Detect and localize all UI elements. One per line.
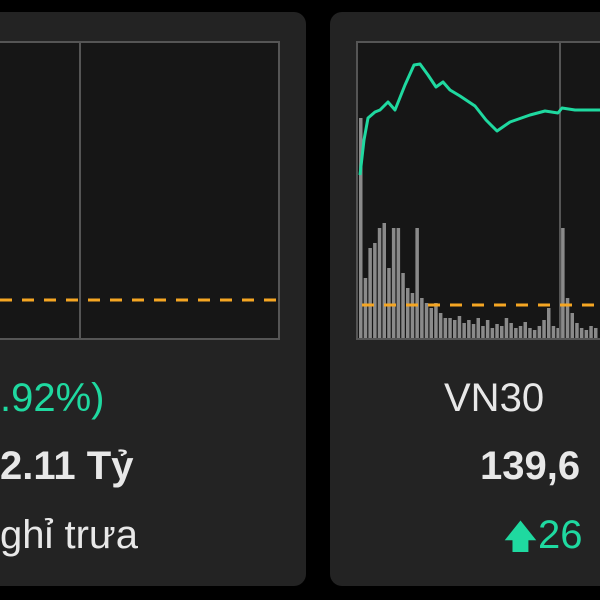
volume-bar — [410, 293, 415, 338]
price-line-vn30 — [358, 62, 600, 176]
volume-bar — [457, 316, 462, 338]
intraday-chart-left — [0, 41, 280, 340]
volume-bar — [495, 324, 499, 338]
volume-bar — [373, 243, 377, 338]
volume-bar — [401, 273, 405, 338]
volume-bar — [509, 323, 513, 338]
volume-bar — [429, 308, 433, 338]
volume-bar — [575, 323, 579, 338]
volume-bar — [481, 326, 485, 338]
volume-bar — [565, 298, 570, 338]
volume-bar — [570, 313, 574, 338]
volume-bar — [363, 278, 368, 338]
volume-bar — [528, 328, 532, 338]
volume-bar — [368, 248, 372, 338]
volume-bar — [434, 303, 438, 338]
index-change-value: 26 — [537, 513, 583, 557]
volume-bar — [542, 320, 546, 338]
volume-bar — [532, 330, 537, 338]
volume-bar — [467, 320, 471, 338]
volume-bar — [579, 328, 584, 338]
volume-bar — [438, 313, 443, 338]
volume-bar — [500, 326, 504, 338]
arrow-up-icon: 🡅 — [503, 518, 538, 556]
index-value: 139,6 — [480, 444, 581, 488]
volume-bar — [537, 326, 542, 338]
volume-bar — [387, 268, 391, 338]
volume-bar — [556, 328, 560, 338]
volume-bar — [551, 326, 556, 338]
volume-bar — [561, 228, 565, 338]
change-percent-left: .92%) — [0, 376, 105, 420]
index-change: 🡅26 — [503, 512, 582, 560]
volume-bar — [514, 328, 518, 338]
volume-bar — [406, 288, 410, 338]
volume-bar — [415, 228, 419, 338]
volume-bar — [377, 228, 382, 338]
volume-bar — [584, 330, 589, 338]
volume-bar — [504, 318, 509, 338]
trading-value-left: 2.11 Tỷ — [0, 444, 134, 488]
index-name: VN30 — [444, 376, 545, 420]
volume-bar — [547, 308, 551, 338]
volume-bar — [443, 318, 448, 338]
volume-bar — [594, 328, 598, 338]
volume-bar — [476, 318, 480, 338]
volume-bar — [424, 303, 429, 338]
volume-bar — [420, 298, 424, 338]
volume-bar — [518, 326, 523, 338]
volume-bar — [523, 322, 527, 338]
volume-bar — [391, 228, 396, 338]
volume-bar — [490, 328, 495, 338]
volume-bar — [589, 326, 593, 338]
volume-bar — [382, 223, 386, 338]
volume-bar — [471, 324, 476, 338]
volume-bar — [462, 323, 466, 338]
volume-bar — [396, 228, 401, 338]
volume-bar — [453, 320, 457, 338]
market-status-left: ghỉ trưa — [0, 513, 138, 557]
volume-bar — [359, 118, 363, 338]
volume-bar — [448, 318, 452, 338]
volume-bar — [485, 320, 490, 338]
